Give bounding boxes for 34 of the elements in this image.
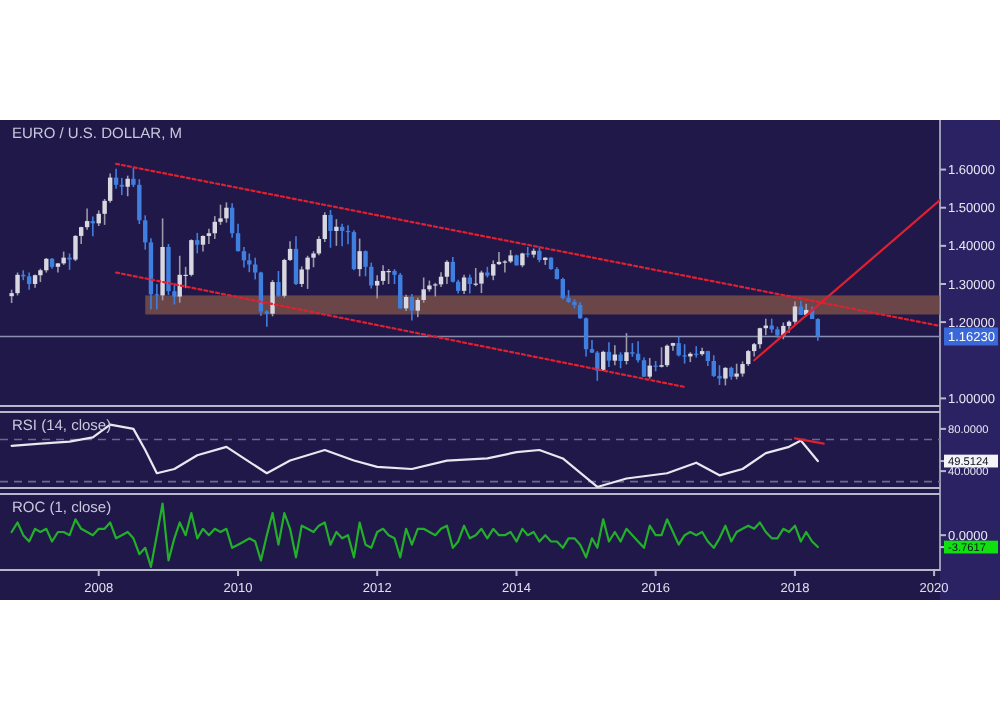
candlestick	[305, 254, 310, 290]
candlestick	[525, 246, 530, 259]
candlestick	[467, 273, 473, 295]
candlestick	[444, 259, 450, 285]
candlestick	[247, 252, 252, 273]
candlestick	[491, 259, 496, 281]
candlestick	[479, 269, 484, 294]
candlestick	[195, 232, 200, 255]
candlestick	[682, 343, 687, 365]
candlestick	[647, 357, 652, 380]
candlestick	[723, 366, 728, 387]
candlestick	[15, 271, 20, 297]
candlestick	[624, 332, 629, 366]
candlestick	[606, 341, 612, 368]
candlestick	[351, 229, 357, 272]
line-series	[10, 502, 819, 568]
candlestick	[119, 177, 124, 196]
candlestick	[461, 274, 467, 295]
candlestick	[792, 300, 798, 326]
candlestick	[270, 279, 275, 318]
candlestick	[224, 201, 229, 224]
line-series	[10, 423, 819, 488]
candlestick	[276, 270, 281, 298]
candlestick	[595, 350, 600, 382]
candlestick	[409, 293, 415, 322]
candlestick	[357, 237, 362, 278]
candlestick	[328, 209, 333, 249]
candlestick	[334, 218, 339, 247]
candlestick	[293, 235, 299, 286]
candlestick	[125, 174, 130, 198]
candlestick	[560, 277, 566, 301]
candlestick	[73, 234, 78, 262]
candlestick	[711, 354, 716, 378]
candlestick	[676, 335, 681, 358]
